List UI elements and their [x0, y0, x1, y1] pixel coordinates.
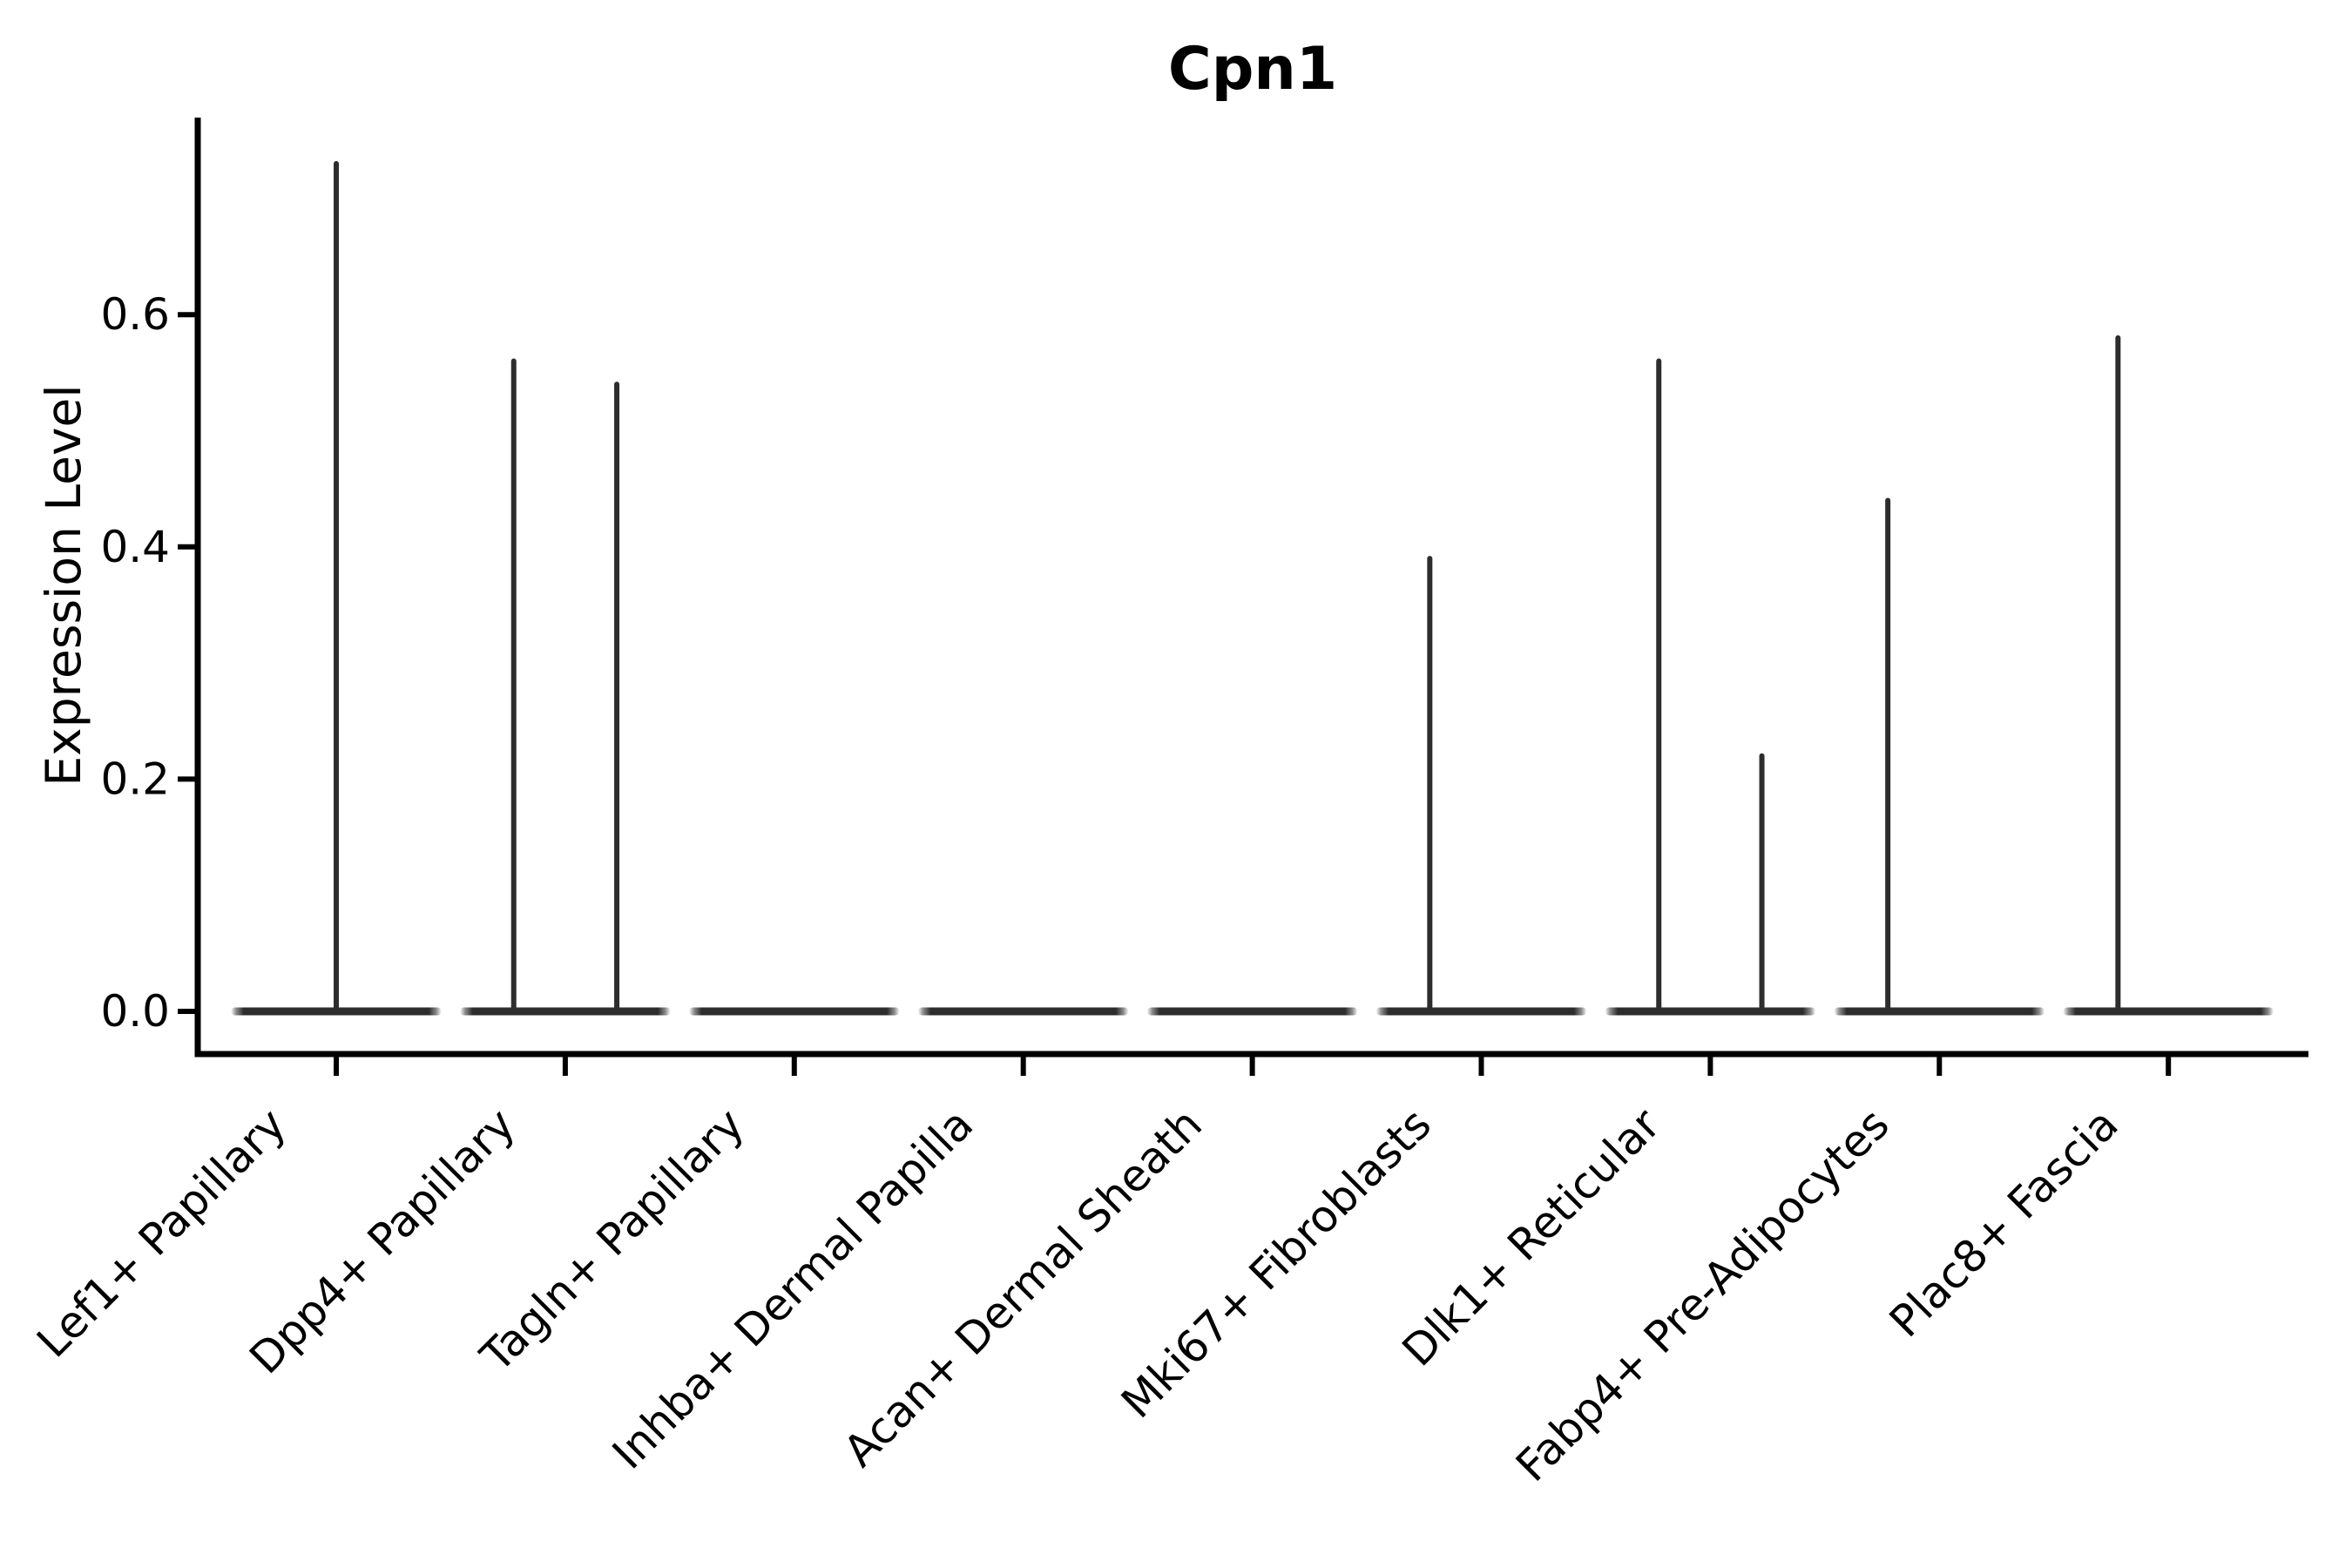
violins-layer — [231, 160, 2274, 1016]
y-tick-label: 0.6 — [100, 289, 170, 340]
y-tick-label: 0.4 — [100, 522, 170, 572]
violin-body — [688, 1007, 900, 1016]
x-tick-label: Fabp4+ Pre-Adipocytes — [1506, 1098, 1899, 1491]
violin-body — [917, 1007, 1129, 1016]
x-tick-label: Lef1+ Papillary — [27, 1098, 295, 1367]
violin-body — [459, 1007, 671, 1016]
chart-title: Cpn1 — [1168, 35, 1337, 104]
y-tick-label: 0.2 — [100, 754, 170, 804]
violin-body — [1146, 1007, 1358, 1016]
x-tick-label: Plac8+ Fascia — [1880, 1098, 2128, 1347]
violin-body — [1834, 1007, 2045, 1016]
violin-body — [1375, 1007, 1587, 1016]
y-tick-label: 0.0 — [100, 986, 170, 1037]
violin-body — [2063, 1007, 2274, 1016]
y-axis-label: Expression Level — [36, 384, 91, 786]
x-tick-label: Inhba+ Dermal Papilla — [603, 1098, 983, 1478]
violin-body — [1605, 1007, 1816, 1016]
